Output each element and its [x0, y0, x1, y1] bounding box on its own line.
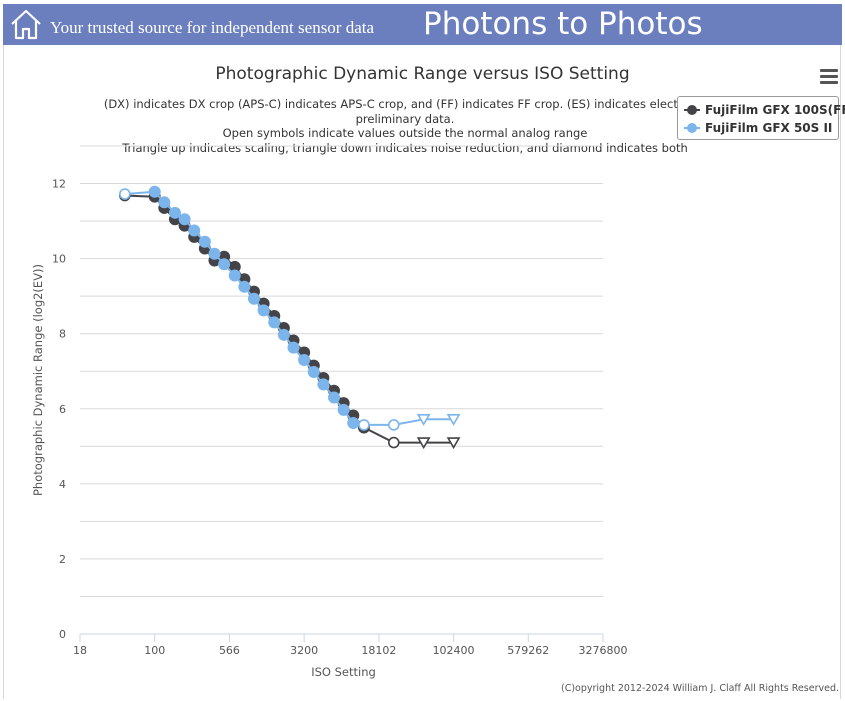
data-point	[119, 188, 131, 200]
site-banner: Your trusted source for independent sens…	[3, 4, 842, 45]
subtitle-line: Open symbols indicate values outside the…	[222, 126, 588, 140]
x-axis-title: ISO Setting	[311, 665, 376, 679]
subtitle-line: preliminary data.	[355, 111, 455, 126]
data-point	[208, 247, 221, 260]
data-point	[387, 419, 400, 431]
data-point	[446, 437, 461, 450]
site-title[interactable]: Photons to Photos	[423, 6, 703, 42]
y-tick-label: 8	[59, 328, 66, 341]
house-icon[interactable]	[9, 7, 43, 41]
x-tick-label: 3200	[290, 644, 318, 657]
series-line	[124, 190, 454, 426]
data-point	[198, 235, 211, 248]
data-point	[218, 258, 231, 271]
x-tick-label: 18102	[361, 644, 396, 657]
y-axis-title: Photographic Dynamic Range (log2(EV))	[31, 264, 45, 496]
site-tagline: Your trusted source for independent sens…	[50, 18, 375, 37]
y-tick-label: 4	[59, 478, 66, 491]
data-point	[257, 304, 270, 317]
legend-label: FujiFilm GFX 100S(FF)	[705, 103, 845, 117]
data-point	[347, 417, 360, 430]
data-point	[358, 419, 370, 431]
legend-marker-icon	[684, 123, 700, 133]
legend-item-gfx-100s[interactable]: FujiFilm GFX 100S(FF)	[684, 102, 845, 118]
x-tick-label: 566	[219, 644, 240, 657]
subtitle-line: (DX) indicates DX crop (APS-C) indicates…	[103, 97, 707, 111]
data-point	[298, 353, 311, 366]
data-point	[277, 328, 290, 341]
data-point	[158, 196, 171, 209]
subtitle-line: Triangle up indicates scaling, triangle …	[122, 140, 688, 155]
y-tick-label: 6	[59, 403, 66, 416]
data-point	[247, 292, 260, 305]
y-tick-label: 12	[52, 178, 66, 191]
data-point	[268, 316, 281, 329]
y-tick-label: 2	[59, 553, 66, 566]
data-point	[416, 413, 431, 426]
chart-subtitle: (DX) indicates DX crop (APS-C) indicates…	[45, 97, 765, 155]
legend-marker-icon	[684, 105, 700, 115]
data-point	[148, 185, 161, 198]
hamburger-menu-icon[interactable]	[820, 69, 838, 85]
x-tick-label: 102400	[433, 644, 475, 657]
data-point	[228, 269, 241, 282]
data-point	[287, 341, 300, 354]
data-point	[228, 260, 241, 273]
data-point	[307, 365, 320, 378]
copyright-notice: (C)opyright 2012-2024 William J. Claff A…	[560, 683, 839, 694]
data-point	[337, 403, 350, 416]
data-point	[416, 437, 431, 450]
data-point	[328, 391, 341, 404]
data-point	[387, 436, 400, 449]
chart-title: Photographic Dynamic Range versus ISO Se…	[215, 64, 630, 84]
legend-item-gfx-50s-ii[interactable]: FujiFilm GFX 50S II	[684, 120, 832, 136]
chart-legend: FujiFilm GFX 100S(FF) FujiFilm GFX 50S I…	[677, 96, 845, 140]
x-tick-label: 100	[144, 644, 165, 657]
data-point	[178, 213, 191, 226]
data-point	[188, 224, 201, 237]
x-tick-label: 579262	[507, 644, 549, 657]
y-tick-label: 0	[59, 628, 66, 641]
legend-label: FujiFilm GFX 50S II	[705, 121, 833, 135]
x-tick-label: 18	[73, 644, 87, 657]
data-point	[317, 378, 330, 391]
series-line	[124, 194, 454, 444]
x-tick-label: 3276800	[579, 644, 628, 657]
data-point	[168, 206, 181, 219]
data-point	[446, 413, 461, 426]
data-point	[238, 280, 251, 293]
y-tick-label: 10	[52, 253, 66, 266]
chart-container	[3, 45, 841, 699]
